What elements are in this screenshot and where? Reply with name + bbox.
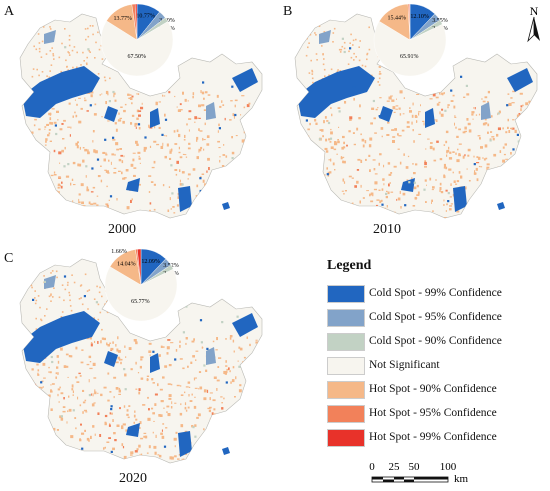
north-label: N [530, 4, 539, 18]
map-panel-c: C 2020 12.09%3.52%2.10%65.77%14.04%1.66% [0, 245, 275, 491]
panel-label: A [4, 4, 15, 19]
legend-label: Cold Spot - 90% Confidence [369, 335, 502, 347]
legend-swatch [327, 357, 365, 375]
legend-swatch [327, 405, 365, 423]
legend-swatch [327, 285, 365, 303]
legend-item-cold90: Cold Spot - 90% Confidence [327, 332, 542, 352]
region-map [19, 13, 263, 219]
map-panel-b: B 2010 12.10%3.55%2.14%65.91%15.44% [275, 0, 550, 245]
legend-label: Hot Spot - 95% Confidence [369, 407, 497, 419]
pie-label-notsig: 65.91% [400, 54, 419, 60]
pie-label-cold99: 12.09% [141, 259, 160, 265]
region-map [294, 13, 538, 219]
north-arrow-icon: N [527, 4, 540, 43]
legend-title: Legend [327, 258, 372, 273]
pie-label-cold99: 12.10% [410, 14, 429, 20]
pie-slice-hot99 [137, 248, 142, 286]
legend-item-cold99: Cold Spot - 99% Confidence [327, 284, 542, 304]
pie-label-cold99: 10.77% [136, 14, 155, 20]
year-label: 2000 [108, 222, 136, 237]
panel-label: C [4, 251, 14, 266]
legend-label: Cold Spot - 95% Confidence [369, 311, 502, 323]
scale-tick-label: 100 [440, 461, 457, 473]
pie-label-hot90: 14.04% [117, 262, 136, 268]
legend-label: Cold Spot - 99% Confidence [369, 287, 502, 299]
region-map [19, 258, 263, 464]
year-label: 2020 [119, 471, 147, 486]
pie-chart: 10.77%3.60%2.06%67.50%13.77% [100, 3, 175, 77]
legend-item-cold95: Cold Spot - 95% Confidence [327, 308, 542, 328]
pie-label-hot90: 15.44% [387, 16, 406, 22]
year-label: 2010 [373, 222, 401, 237]
map-panel-a: A 2000 10.77%3.60%2.06%67.50%13.77% [0, 0, 275, 245]
pie-chart: 12.10%3.55%2.14%65.91%15.44% [373, 3, 448, 77]
scale-unit: km [454, 473, 469, 485]
pie-slice-notsig [373, 21, 447, 77]
panel-label: B [283, 4, 293, 19]
pie-slice-hot99 [134, 3, 138, 41]
legend-swatch [327, 381, 365, 399]
pie-chart: 12.09%3.52%2.10%65.77%14.04%1.66% [104, 248, 179, 322]
pie-slice-notsig [104, 266, 178, 322]
legend-label: Hot Spot - 99% Confidence [369, 431, 497, 443]
pie-label-notsig: 65.77% [131, 299, 150, 305]
pie-label-hot90: 13.77% [114, 16, 133, 22]
legend: Legend Cold Spot - 99% Confidence Cold S… [327, 258, 542, 458]
legend-item-notsig: Not Significant [327, 356, 542, 376]
legend-swatch [327, 309, 365, 327]
legend-label: Not Significant [369, 359, 440, 371]
pie-slice-hot99 [409, 3, 411, 41]
legend-swatch [327, 429, 365, 447]
scale-tick-label: 0 [369, 461, 375, 473]
pie-label-hot99: 1.66% [111, 249, 127, 255]
legend-item-hot90: Hot Spot - 90% Confidence [327, 380, 542, 400]
legend-label: Hot Spot - 90% Confidence [369, 383, 497, 395]
scale-tick-label: 25 [389, 461, 401, 473]
pie-label-notsig: 67.50% [128, 54, 147, 60]
legend-swatch [327, 333, 365, 351]
scale-bar: 0 25 50 100 km [369, 461, 469, 485]
pie-slice-notsig [100, 20, 174, 77]
legend-item-hot95: Hot Spot - 95% Confidence [327, 404, 542, 424]
legend-item-hot99: Hot Spot - 99% Confidence [327, 428, 542, 448]
scale-tick-label: 50 [409, 461, 421, 473]
